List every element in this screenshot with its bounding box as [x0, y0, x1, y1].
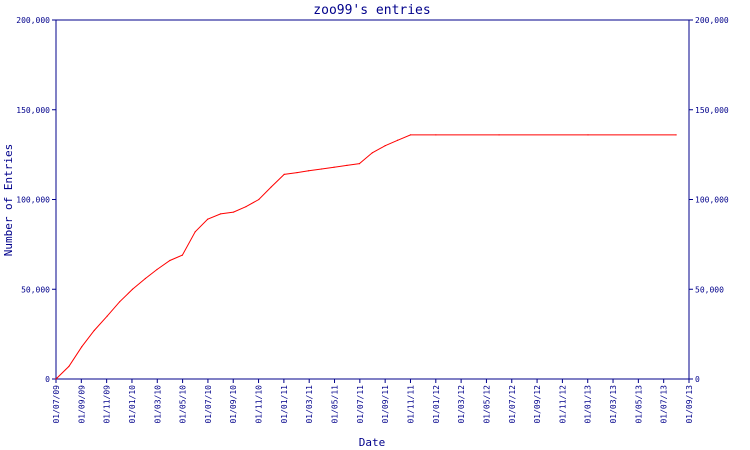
data-point	[296, 171, 298, 174]
data-point	[169, 259, 171, 262]
data-point	[397, 139, 399, 141]
chart-title: zoo99's entries	[313, 3, 430, 18]
x-tick-label: 01/05/12	[482, 385, 491, 424]
data-point	[498, 134, 500, 136]
x-tick-label: 01/01/13	[584, 385, 593, 424]
data-point	[55, 378, 57, 380]
y-tick-label-right: 200,000	[695, 16, 729, 25]
axes	[55, 19, 690, 380]
x-tick-label: 01/09/12	[533, 385, 542, 424]
x-tick-label: 01/11/10	[255, 385, 264, 424]
y-tick-label-left: 50,000	[21, 285, 50, 294]
data-point	[156, 268, 158, 271]
data-point	[194, 231, 196, 233]
data-point	[93, 329, 95, 332]
data-point	[435, 134, 437, 136]
data-point	[346, 164, 348, 166]
x-tick-label: 01/07/12	[508, 385, 517, 424]
x-tick-label: 01/07/10	[204, 385, 213, 424]
x-axis-title: Date	[359, 436, 386, 449]
data-point	[245, 206, 247, 208]
data-point	[409, 134, 412, 136]
data-point	[675, 134, 677, 136]
x-tick-label: 01/07/13	[660, 385, 669, 424]
x-tick-label: 01/01/10	[128, 385, 137, 424]
data-point	[232, 211, 235, 213]
y-tick-label-left: 150,000	[16, 106, 50, 115]
x-tick-label: 01/01/11	[280, 385, 289, 424]
data-point	[283, 173, 285, 175]
data-point	[320, 168, 323, 170]
x-tick-label: 01/05/11	[331, 385, 340, 424]
x-tick-label: 01/03/12	[457, 385, 466, 424]
data-point	[333, 166, 335, 168]
data-point	[181, 254, 183, 256]
y-axis-title: Number of Entries	[2, 144, 15, 257]
x-tick-label: 01/03/10	[153, 385, 162, 424]
data-point	[131, 288, 134, 290]
x-tick-label: 01/01/12	[432, 385, 441, 424]
data-point	[258, 198, 260, 201]
data-point	[81, 346, 83, 348]
y-tick-label-right: 100,000	[695, 196, 729, 205]
data-point	[207, 218, 209, 220]
data-point	[144, 277, 146, 280]
data-point	[219, 213, 222, 215]
x-axis-ticks: 01/07/09 01/09/09 01/11/09 01/01/10 01/03/10…	[52, 379, 694, 424]
x-tick-label: 01/09/11	[381, 385, 390, 424]
data-point	[68, 365, 70, 368]
y-tick-label-right: 0	[695, 375, 700, 384]
data-point	[384, 145, 386, 147]
y-axis-ticks: 0 0 50,000 50,000 100,000 100,000 150,000 150,0…	[16, 16, 729, 384]
data-point	[308, 170, 310, 172]
x-tick-label: 01/07/11	[356, 385, 365, 424]
y-tick-label-left: 100,000	[16, 196, 50, 205]
y-tick-label-right: 50,000	[695, 285, 724, 294]
x-tick-label: 01/11/12	[558, 385, 567, 424]
x-tick-label: 01/11/09	[103, 385, 112, 424]
series-group	[55, 134, 677, 380]
x-tick-label: 01/03/11	[305, 385, 314, 424]
x-tick-label: 01/05/13	[634, 385, 643, 424]
x-tick-label: 01/09/09	[77, 385, 86, 424]
data-point	[371, 152, 373, 154]
x-tick-label: 01/07/09	[52, 385, 61, 424]
y-tick-label-left: 200,000	[16, 16, 50, 25]
x-tick-label: 01/09/13	[685, 385, 694, 424]
y-tick-label-left: 0	[45, 375, 50, 384]
data-point	[587, 134, 589, 136]
x-tick-label: 01/05/10	[179, 385, 188, 424]
x-tick-label: 01/09/10	[229, 385, 238, 424]
data-point	[118, 301, 121, 303]
x-tick-label: 01/03/13	[609, 385, 618, 424]
data-point	[358, 163, 361, 165]
data-point	[106, 315, 108, 317]
x-tick-label: 01/11/11	[406, 385, 415, 424]
data-point	[270, 186, 272, 188]
y-tick-label-right: 150,000	[695, 106, 729, 115]
series-line	[55, 134, 677, 380]
